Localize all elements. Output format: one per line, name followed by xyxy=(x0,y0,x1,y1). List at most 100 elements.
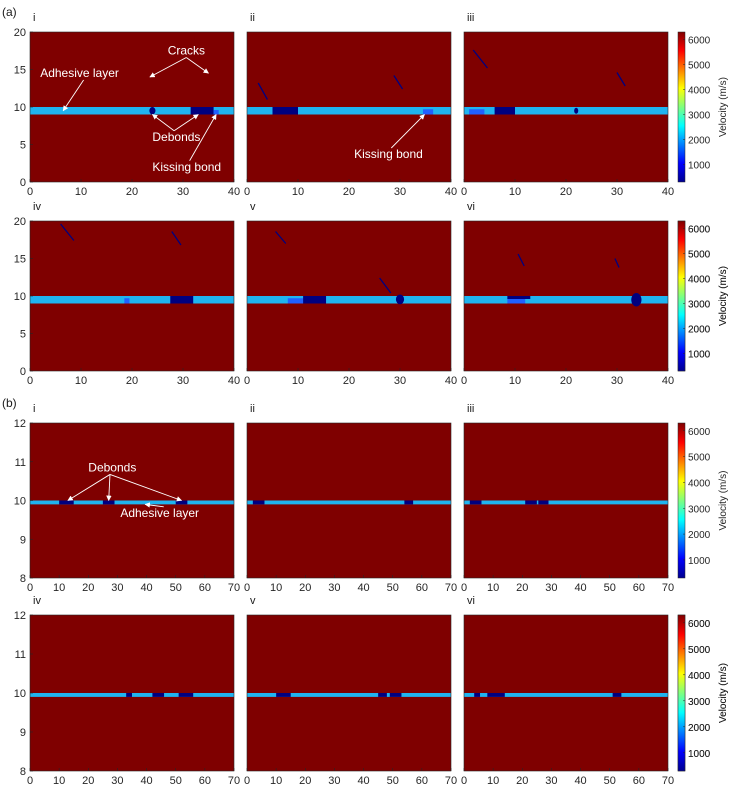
panels-layer: 0 10 20 30 40 0 5 10 15 20 (a) i Cracks Adhesive laye… xyxy=(2,5,729,787)
debond-region xyxy=(525,500,537,505)
panel-letter: (b) xyxy=(2,396,17,410)
x-tick-label: 20 xyxy=(516,775,528,787)
debond-region xyxy=(469,500,482,505)
x-tick-label: 20 xyxy=(343,375,355,387)
x-tick-label: 10 xyxy=(75,186,87,198)
colorbar: 1000 2000 3000 4000 5000 6000 Velocity (m/s) xyxy=(677,31,729,183)
annotation-text: Adhesive layer xyxy=(40,66,119,80)
y-tick-label: 5 xyxy=(20,140,26,152)
panel-label: v xyxy=(250,201,256,213)
x-tick-label: 0 xyxy=(27,375,33,387)
debond-region xyxy=(175,500,188,505)
x-tick-label: 0 xyxy=(461,775,467,787)
annotation-arrow xyxy=(106,474,112,502)
x-tick-label: 10 xyxy=(270,775,282,787)
y-tick-label: 8 xyxy=(20,766,26,778)
x-tick-label: 40 xyxy=(357,775,369,787)
x-tick-label: 10 xyxy=(53,775,65,787)
panel-12: 0 10 20 30 40 50 60 70 vi 1000 2000 3000 4000 5000 600… xyxy=(461,595,729,787)
colorbar-tick-label: 5000 xyxy=(688,645,711,656)
x-tick-label: 30 xyxy=(177,375,189,387)
y-tick-label: 10 xyxy=(14,496,26,508)
panel-label: i xyxy=(33,12,35,24)
plot-frame xyxy=(463,422,669,579)
kissing-region xyxy=(213,110,219,115)
debond-region xyxy=(59,500,74,505)
annotation-arrow xyxy=(390,114,425,149)
x-tick-label: 40 xyxy=(357,582,369,594)
colorbar-tick-label: 1000 xyxy=(688,749,711,760)
x-tick-label: 20 xyxy=(126,186,138,198)
adhesive-layer xyxy=(30,500,234,505)
y-tick-label: 15 xyxy=(14,254,26,266)
x-tick-label: 10 xyxy=(53,582,65,594)
colorbar-tick-label: 4000 xyxy=(688,86,711,97)
panel-2: 0 10 20 30 40 ii Kissing bond xyxy=(244,12,457,198)
debond-region xyxy=(574,107,579,114)
debond-region xyxy=(126,693,132,697)
crack-line xyxy=(614,258,620,268)
debond-region xyxy=(303,296,327,304)
panel-3: 0 10 20 30 40 iii xyxy=(461,12,674,198)
colorbar-gradient xyxy=(677,31,686,183)
x-tick-label: 60 xyxy=(416,582,428,594)
debond-region xyxy=(612,693,622,697)
y-tick-label: 15 xyxy=(14,65,26,77)
debond-region xyxy=(276,693,291,697)
y-tick-label: 10 xyxy=(14,688,26,700)
x-tick-label: 0 xyxy=(461,582,467,594)
x-tick-label: 0 xyxy=(27,582,33,594)
panel-6: 0 10 20 30 40 vi 1000 2000 3000 4000 5000 6000 Veloc… xyxy=(461,201,729,387)
debond-region xyxy=(190,107,214,115)
debond-region xyxy=(507,296,531,299)
annotation-text: Adhesive layer xyxy=(120,506,199,520)
crack-line xyxy=(379,277,392,294)
x-tick-label: 40 xyxy=(140,582,152,594)
x-tick-label: 40 xyxy=(445,375,457,387)
colorbar: 1000 2000 3000 4000 5000 6000 Velocity (m/s) xyxy=(677,422,729,579)
x-tick-label: 30 xyxy=(394,375,406,387)
annotation-text: Kissing bond xyxy=(354,147,423,161)
debond-region xyxy=(102,500,115,505)
debond-region xyxy=(395,294,405,305)
x-tick-label: 10 xyxy=(509,375,521,387)
panel-label: iii xyxy=(467,403,474,415)
colorbar-gradient xyxy=(677,614,686,772)
panel-9: 0 10 20 30 40 50 60 70 iii xyxy=(461,403,674,594)
x-tick-label: 30 xyxy=(328,775,340,787)
colorbar-tick-label: 5000 xyxy=(688,61,711,72)
x-tick-label: 50 xyxy=(604,582,616,594)
colorbar-tick-label: 6000 xyxy=(688,427,711,438)
colorbar-tick-label: 1000 xyxy=(688,749,711,760)
x-tick-label: 40 xyxy=(445,186,457,198)
kissing-region xyxy=(507,299,526,304)
colorbar-label: Velocity (m/s) xyxy=(718,663,729,723)
crack-line xyxy=(257,82,268,100)
x-tick-label: 40 xyxy=(228,186,240,198)
plot-frame xyxy=(463,614,669,772)
x-tick-label: 20 xyxy=(516,582,528,594)
panel-label: vi xyxy=(467,201,475,213)
colorbar-label: Velocity (m/s) xyxy=(718,663,729,723)
annotation-arrow xyxy=(62,79,84,112)
crack-line xyxy=(60,223,75,241)
colorbar-label: Velocity (m/s) xyxy=(718,470,729,530)
panel-label: v xyxy=(250,595,256,607)
y-tick-label: 8 xyxy=(20,573,26,585)
debond-region xyxy=(389,693,402,697)
colorbar-tick-label: 5000 xyxy=(688,250,711,261)
colorbar: 1000 2000 3000 4000 5000 6000 Velocity (m/s) xyxy=(677,614,729,772)
panel-11: 0 10 20 30 40 50 60 70 v xyxy=(244,595,457,787)
x-tick-label: 0 xyxy=(461,186,467,198)
x-tick-label: 40 xyxy=(228,375,240,387)
colorbar-label: Velocity (m/s) xyxy=(718,266,729,326)
y-tick-label: 20 xyxy=(14,27,26,39)
x-tick-label: 40 xyxy=(140,775,152,787)
panel-label: ii xyxy=(250,403,255,415)
y-tick-label: 9 xyxy=(20,727,26,739)
debond-region xyxy=(149,107,156,115)
x-tick-label: 20 xyxy=(82,775,94,787)
kissing-region xyxy=(422,109,434,115)
y-tick-label: 9 xyxy=(20,534,26,546)
crack-line xyxy=(393,75,404,90)
